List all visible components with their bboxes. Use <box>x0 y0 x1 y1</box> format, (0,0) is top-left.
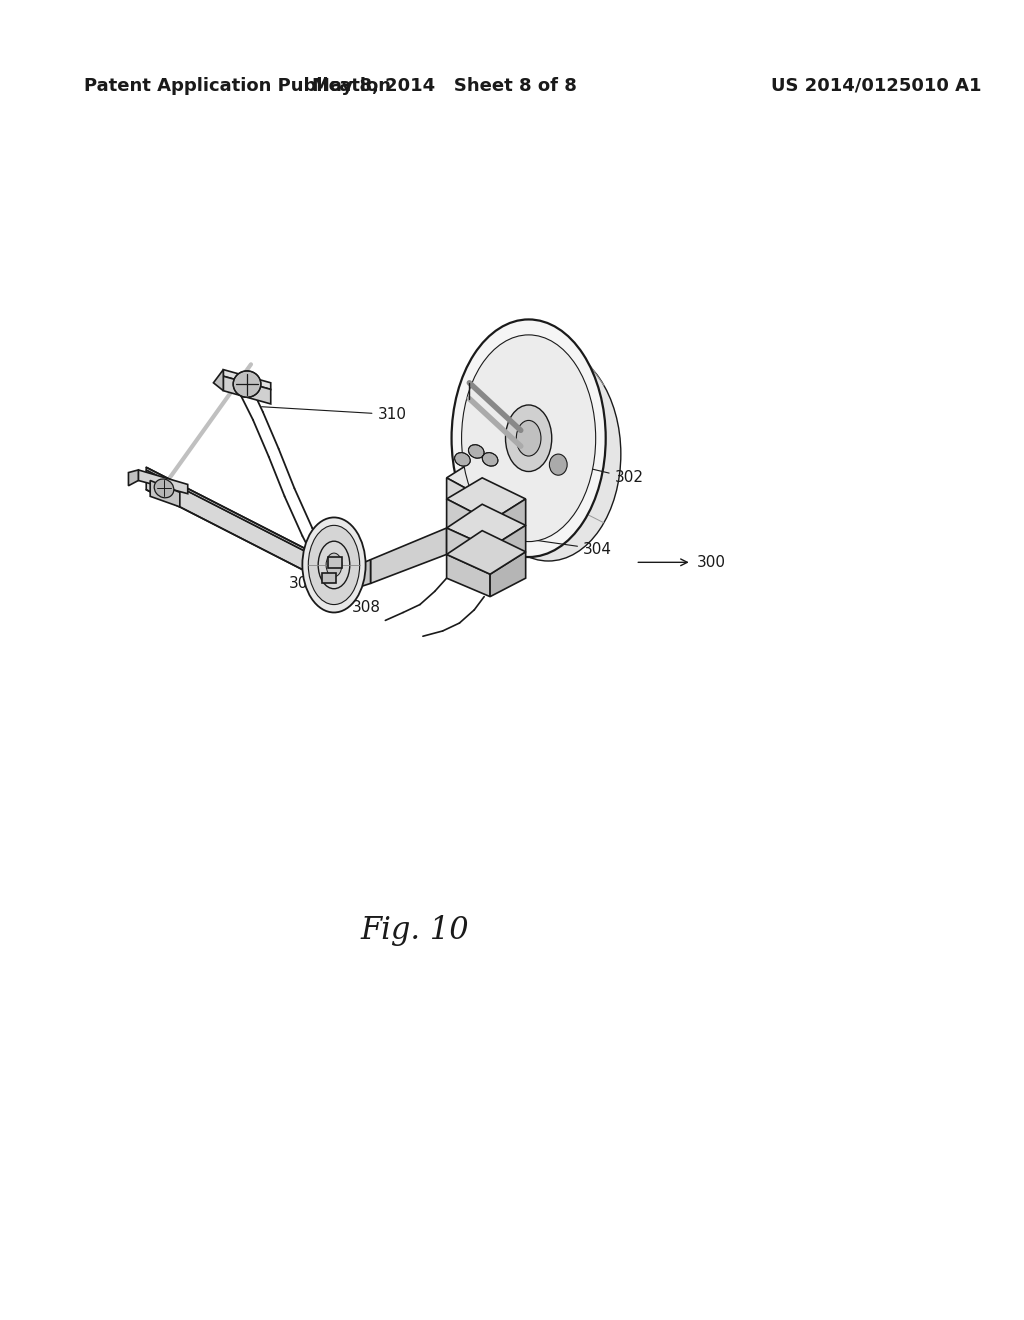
Polygon shape <box>446 554 490 597</box>
Ellipse shape <box>506 405 552 471</box>
Ellipse shape <box>233 371 261 397</box>
Polygon shape <box>446 478 490 521</box>
Polygon shape <box>346 560 371 591</box>
Polygon shape <box>446 528 490 574</box>
Text: 310: 310 <box>262 407 407 422</box>
Polygon shape <box>213 370 223 391</box>
Text: US 2014/0125010 A1: US 2014/0125010 A1 <box>771 77 981 95</box>
Ellipse shape <box>482 453 498 466</box>
Text: 304: 304 <box>526 539 612 557</box>
Text: 302: 302 <box>554 459 644 486</box>
Ellipse shape <box>550 454 567 475</box>
Ellipse shape <box>326 553 342 577</box>
Polygon shape <box>490 499 525 548</box>
Text: Fig. 10: Fig. 10 <box>360 915 469 946</box>
Polygon shape <box>446 531 525 574</box>
Polygon shape <box>371 528 446 583</box>
Text: 306: 306 <box>289 564 330 591</box>
Text: 300: 300 <box>696 554 726 570</box>
Ellipse shape <box>516 420 541 455</box>
Polygon shape <box>490 525 525 574</box>
Ellipse shape <box>318 541 350 589</box>
Ellipse shape <box>462 335 596 541</box>
Polygon shape <box>328 557 342 568</box>
Polygon shape <box>446 478 525 521</box>
Polygon shape <box>146 467 332 565</box>
Polygon shape <box>446 455 525 502</box>
Ellipse shape <box>468 445 484 458</box>
Polygon shape <box>128 470 138 486</box>
Polygon shape <box>138 470 187 494</box>
Polygon shape <box>490 478 525 521</box>
Polygon shape <box>446 499 490 548</box>
Ellipse shape <box>455 453 470 466</box>
Text: 312: 312 <box>453 502 481 565</box>
Text: 308: 308 <box>338 579 381 615</box>
Text: Patent Application Publication: Patent Application Publication <box>84 77 391 95</box>
Ellipse shape <box>452 319 606 557</box>
Polygon shape <box>446 504 525 548</box>
Ellipse shape <box>308 525 359 605</box>
Polygon shape <box>151 480 180 507</box>
Ellipse shape <box>476 347 621 561</box>
Polygon shape <box>223 370 270 389</box>
Polygon shape <box>223 376 270 404</box>
Text: May 8, 2014   Sheet 8 of 8: May 8, 2014 Sheet 8 of 8 <box>312 77 578 95</box>
Polygon shape <box>146 470 332 585</box>
Polygon shape <box>323 573 336 583</box>
Ellipse shape <box>302 517 366 612</box>
Polygon shape <box>490 552 525 597</box>
Ellipse shape <box>155 479 174 498</box>
